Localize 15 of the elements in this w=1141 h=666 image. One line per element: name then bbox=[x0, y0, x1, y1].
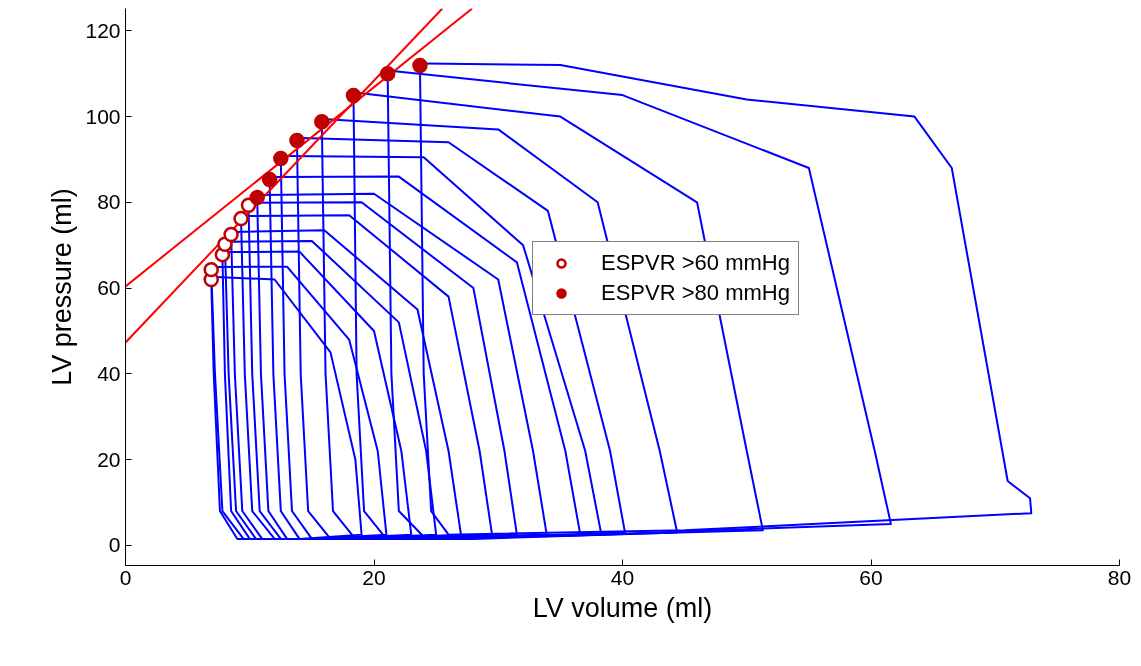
x-tick-label: 80 bbox=[1107, 565, 1132, 589]
legend-label: ESPVR >60 mmHg bbox=[601, 250, 790, 276]
x-tick-label: 40 bbox=[610, 565, 635, 589]
x-tick-label: 20 bbox=[362, 565, 386, 589]
y-tick-label: 0 bbox=[108, 533, 121, 557]
y-tick-label: 80 bbox=[97, 190, 121, 214]
y-tick-label: 20 bbox=[97, 447, 121, 471]
x-tick-label: 60 bbox=[859, 565, 883, 589]
y-tick-label: 120 bbox=[85, 18, 121, 42]
y-tick-label: 60 bbox=[97, 276, 121, 300]
y-axis-title: LV pressure (ml) bbox=[47, 188, 78, 386]
legend-label: ESPVR >80 mmHg bbox=[601, 280, 790, 306]
x-axis-title: LV volume (ml) bbox=[532, 592, 713, 623]
y-tick-label: 40 bbox=[97, 361, 121, 385]
y-tick-label: 100 bbox=[85, 104, 121, 128]
